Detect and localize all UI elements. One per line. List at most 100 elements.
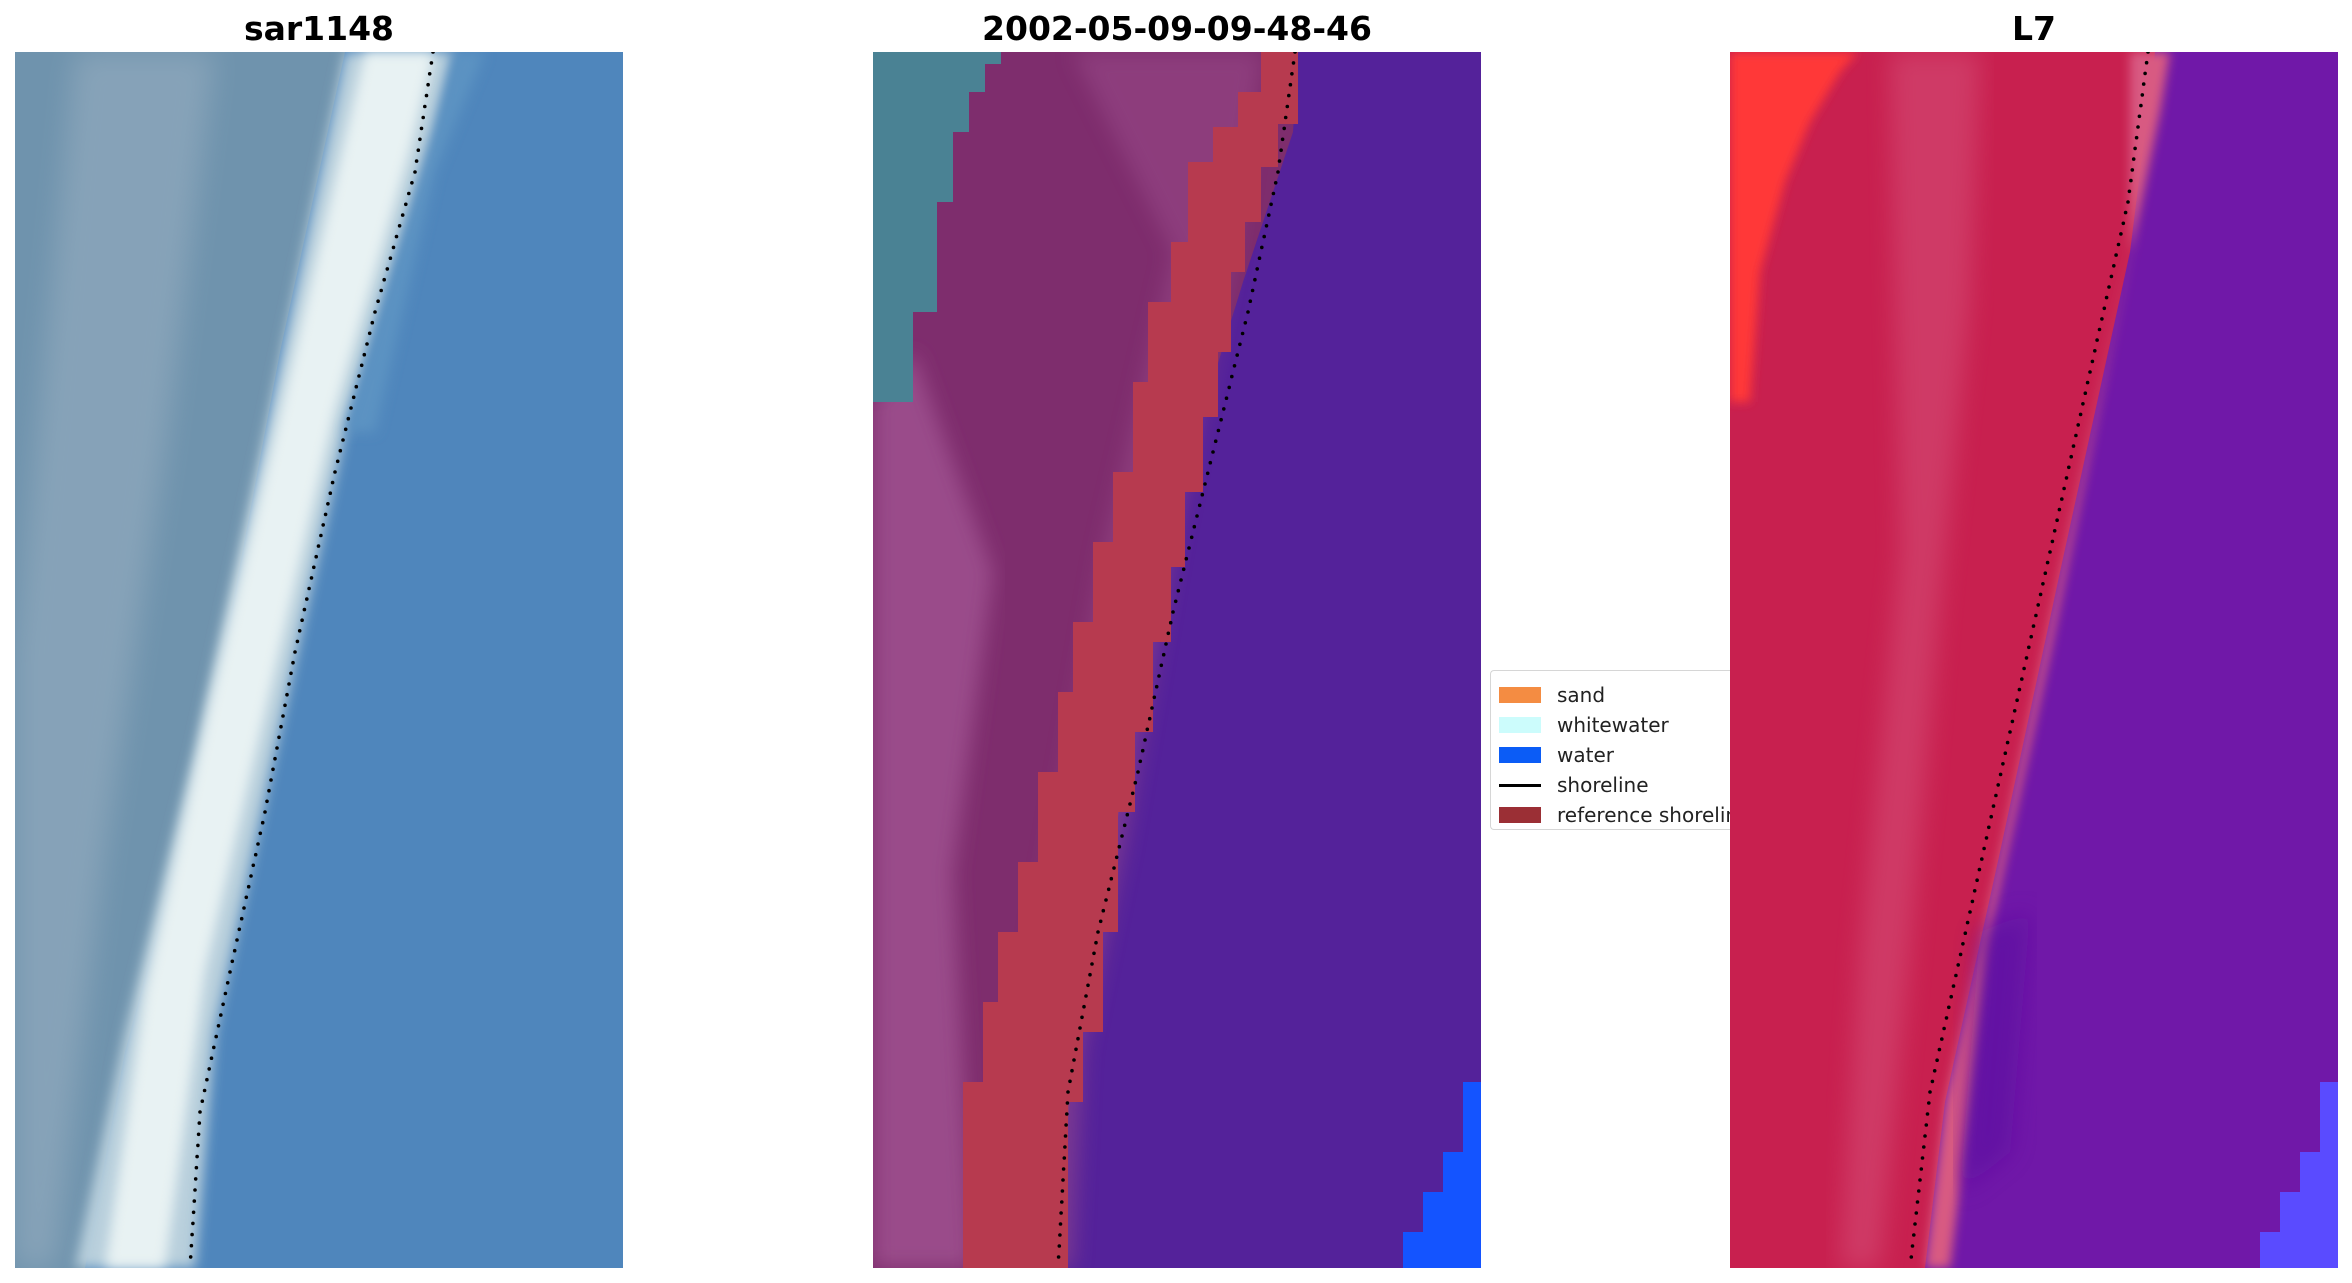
shoreline-dot xyxy=(1240,331,1245,336)
shoreline-dot xyxy=(1243,321,1248,325)
shoreline-dot xyxy=(269,778,273,782)
shoreline-dot xyxy=(1168,620,1173,625)
shoreline-dot xyxy=(1287,93,1291,98)
shoreline-dot xyxy=(2003,751,2008,755)
shoreline-dot xyxy=(1222,407,1226,411)
shoreline-dot xyxy=(2126,200,2130,204)
shoreline xyxy=(1056,52,1297,1259)
shoreline-dot xyxy=(2100,317,2104,321)
shoreline-dot xyxy=(1152,695,1157,700)
shoreline-dot xyxy=(1928,1090,1932,1094)
shoreline-dot xyxy=(1269,202,1273,207)
shoreline-dot xyxy=(281,714,285,718)
shoreline-dot xyxy=(2093,349,2097,353)
shoreline-dot xyxy=(191,1221,195,1226)
legend-swatch-sand xyxy=(1499,687,1541,703)
shoreline-dot xyxy=(223,991,228,996)
shoreline-dot xyxy=(1122,823,1127,828)
shoreline-dot xyxy=(1205,471,1210,476)
shoreline-dot xyxy=(1253,277,1257,282)
shoreline-dot xyxy=(2130,168,2135,172)
shoreline-dot xyxy=(2024,656,2029,660)
shoreline-dot xyxy=(1136,770,1140,774)
shoreline-dot xyxy=(1949,994,1953,999)
shoreline-dot xyxy=(1147,716,1152,721)
shoreline-dot xyxy=(1987,825,1991,830)
shoreline-dot xyxy=(333,470,337,474)
shoreline-dot xyxy=(305,597,309,601)
shoreline-dot xyxy=(1951,984,1956,988)
shoreline-dot xyxy=(2008,730,2012,734)
shoreline-dot xyxy=(1273,181,1278,185)
shoreline-dot xyxy=(1176,588,1181,593)
shoreline-dot xyxy=(1932,1069,1937,1073)
shoreline-dot xyxy=(1068,1079,1072,1084)
shoreline-dot xyxy=(287,682,291,686)
shoreline-dot xyxy=(207,1067,211,1071)
shoreline-dot xyxy=(251,863,256,868)
shoreline-dot xyxy=(242,906,246,910)
shoreline-dot xyxy=(367,331,372,336)
shoreline-dot xyxy=(1197,503,1202,508)
shoreline-dot xyxy=(426,82,430,87)
shoreline-dot xyxy=(1157,674,1161,678)
shoreline-dot xyxy=(2076,423,2080,427)
shoreline-dot xyxy=(338,448,343,453)
shoreline-dot xyxy=(194,1165,199,1170)
shoreline-dot xyxy=(265,799,269,804)
shoreline-dot xyxy=(198,1110,202,1114)
shoreline-dot xyxy=(1084,994,1088,998)
shoreline-dot xyxy=(232,948,237,953)
shoreline-dot xyxy=(370,320,375,325)
shoreline-dot xyxy=(2069,454,2073,459)
shoreline-dot xyxy=(277,735,281,740)
shoreline-dot xyxy=(1279,148,1283,152)
shoreline-dot xyxy=(2057,507,2062,512)
shoreline-dot xyxy=(295,639,300,644)
shoreline-dot xyxy=(2107,285,2111,289)
shoreline-dot xyxy=(196,1143,200,1148)
shoreline-dot xyxy=(1260,245,1264,250)
legend-item-whitewater: whitewater xyxy=(1499,711,1669,739)
shoreline-dot xyxy=(196,1132,201,1137)
legend-swatch-whitewater xyxy=(1499,717,1541,733)
shoreline-dot xyxy=(253,852,258,857)
legend-label-sand: sand xyxy=(1557,683,1606,707)
shoreline-dot xyxy=(388,256,393,260)
shoreline-dot xyxy=(2062,486,2066,491)
shoreline-dot xyxy=(354,384,359,389)
shoreline-dot xyxy=(192,1199,197,1203)
shoreline-dot xyxy=(1098,919,1103,924)
shoreline-dot xyxy=(2048,550,2052,554)
shoreline-dot xyxy=(1915,1200,1920,1204)
shoreline-dot xyxy=(1138,759,1143,764)
shoreline-dot xyxy=(1096,930,1100,934)
shoreline-dot xyxy=(1970,899,1975,904)
shoreline-dot xyxy=(1192,524,1197,529)
shoreline-dot xyxy=(1092,951,1096,956)
shoreline-dot xyxy=(1145,727,1150,732)
shoreline-dot xyxy=(2133,146,2137,151)
shoreline-dot xyxy=(1965,920,1970,925)
shoreline-dot xyxy=(283,703,287,708)
shoreline-dot xyxy=(394,234,399,239)
shoreline-dot xyxy=(407,191,411,196)
shoreline-dot xyxy=(1128,802,1132,806)
shoreline-dot xyxy=(2127,189,2132,194)
shoreline-dot xyxy=(1944,1016,1949,1020)
legend-label-water: water xyxy=(1557,743,1614,767)
shoreline-dot xyxy=(293,650,297,654)
shoreline-dot xyxy=(191,1210,196,1215)
shoreline-dot xyxy=(1918,1178,1922,1182)
shoreline-dot xyxy=(2137,114,2142,119)
shoreline-dot xyxy=(2045,560,2050,565)
shoreline-dot xyxy=(1262,234,1266,239)
shoreline-dot xyxy=(230,959,235,964)
shoreline-dot xyxy=(267,788,271,793)
shoreline-dot xyxy=(376,299,380,303)
shoreline-dot xyxy=(1968,910,1972,914)
shoreline-dot xyxy=(312,565,316,570)
shoreline-dot xyxy=(1224,396,1229,401)
shoreline-dot xyxy=(1130,791,1135,796)
shoreline-dot xyxy=(2041,582,2045,586)
